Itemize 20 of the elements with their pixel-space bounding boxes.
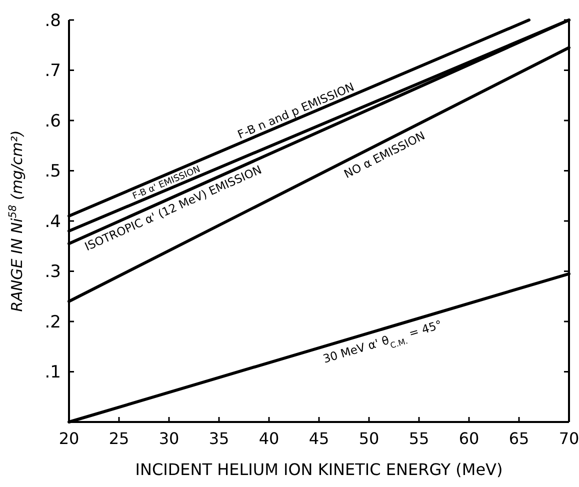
- x-tick-label: 25: [108, 429, 130, 448]
- x-axis-title: INCIDENT HELIUM ION KINETIC ENERGY (MeV): [135, 460, 503, 479]
- x-tick-label: 55: [408, 429, 430, 448]
- x-tick-label: 70: [558, 429, 579, 448]
- y-tick-label: .1: [44, 362, 61, 383]
- y-tick-label: .5: [44, 162, 61, 182]
- x-tick-label: 30: [158, 429, 180, 448]
- y-tick-label: .4: [44, 212, 61, 232]
- x-tick-label: 65: [508, 429, 530, 448]
- y-tick-label: .8: [44, 10, 61, 31]
- y-tick-label: .3: [44, 262, 61, 282]
- x-tick-label: 40: [258, 429, 280, 448]
- x-tick-label: 20: [58, 429, 80, 448]
- x-tick-label: 35: [208, 429, 230, 448]
- x-tick-label: 60: [458, 429, 480, 448]
- y-tick-label: .2: [44, 312, 61, 332]
- y-tick-label: .6: [44, 111, 61, 132]
- x-tick-label: 50: [358, 429, 380, 448]
- x-tick-label: 45: [308, 429, 330, 448]
- y-tick-label: .7: [44, 61, 61, 82]
